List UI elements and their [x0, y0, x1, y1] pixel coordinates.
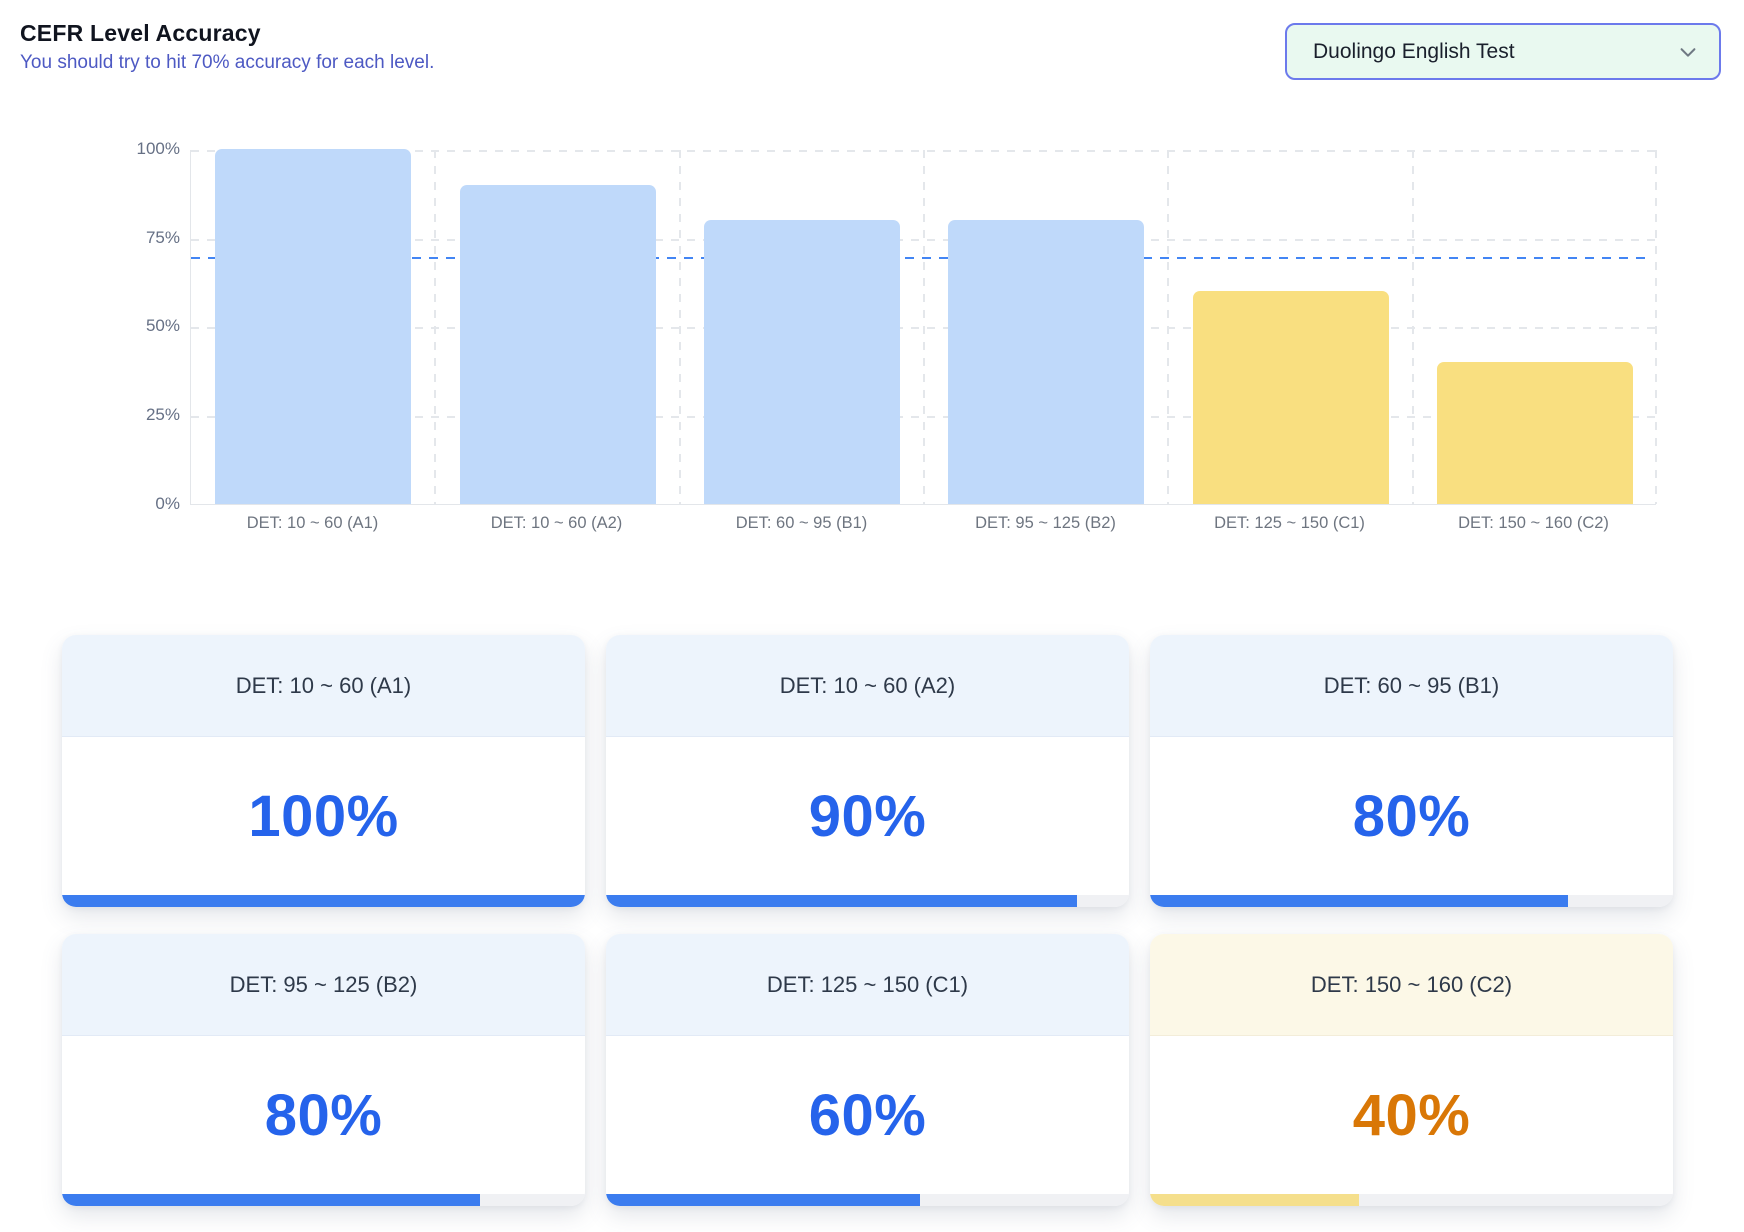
level-cards-grid: DET: 10 ~ 60 (A1) 100% DET: 10 ~ 60 (A2)…	[62, 635, 1673, 1206]
level-card-progress-fill	[606, 1194, 920, 1206]
chart-bar	[215, 149, 412, 504]
level-card-body: 100%	[62, 737, 585, 895]
chevron-down-icon	[1680, 47, 1696, 57]
level-card-progress	[606, 895, 1129, 907]
chart-bar	[948, 220, 1145, 504]
chart-bar	[459, 184, 656, 504]
level-card-header: DET: 10 ~ 60 (A2)	[606, 635, 1129, 737]
accuracy-bar-chart: 100% 75% 50% 25% 0% DET: 10 ~ 60 (A1) DE…	[0, 110, 1744, 550]
v-gridline	[1412, 150, 1414, 504]
chart-bar	[1192, 291, 1389, 504]
y-axis-tick: 100%	[136, 139, 180, 158]
chart-bar	[1436, 362, 1633, 504]
x-axis-label: DET: 10 ~ 60 (A1)	[246, 514, 379, 532]
x-axis-label: DET: 95 ~ 125 (B2)	[975, 514, 1116, 532]
level-card-body: 60%	[606, 1036, 1129, 1194]
level-card: DET: 150 ~ 160 (C2) 40%	[1150, 934, 1673, 1206]
level-card-value: 90%	[808, 783, 927, 849]
x-axis-label: DET: 10 ~ 60 (A2)	[490, 514, 623, 532]
level-card-value: 40%	[1352, 1082, 1471, 1148]
level-card-value: 100%	[248, 783, 399, 849]
level-card-progress-fill	[1150, 1194, 1360, 1206]
level-card-progress-fill	[62, 1194, 481, 1206]
level-card: DET: 95 ~ 125 (B2) 80%	[62, 934, 585, 1206]
page-subtitle: You should try to hit 70% accuracy for e…	[20, 52, 435, 73]
level-card-progress	[606, 1194, 1129, 1206]
chart-plot	[190, 149, 1657, 505]
test-selector-dropdown[interactable]: Duolingo English Test	[1285, 23, 1721, 80]
level-card: DET: 125 ~ 150 (C1) 60%	[606, 934, 1129, 1206]
level-card-progress	[62, 895, 585, 907]
level-card-header: DET: 95 ~ 125 (B2)	[62, 934, 585, 1036]
level-card-progress	[1150, 1194, 1673, 1206]
level-card-header: DET: 150 ~ 160 (C2)	[1150, 934, 1673, 1036]
v-gridline	[1655, 150, 1657, 504]
level-card: DET: 60 ~ 95 (B1) 80%	[1150, 635, 1673, 907]
v-gridline	[679, 150, 681, 504]
level-card-body: 40%	[1150, 1036, 1673, 1194]
level-card-progress-fill	[1150, 895, 1569, 907]
y-axis-tick: 25%	[145, 405, 180, 424]
level-card-value: 60%	[808, 1082, 927, 1148]
v-gridline	[923, 150, 925, 504]
level-card-header: DET: 60 ~ 95 (B1)	[1150, 635, 1673, 737]
level-card-body: 90%	[606, 737, 1129, 895]
level-card-progress-fill	[62, 895, 585, 907]
x-axis-label: DET: 60 ~ 95 (B1)	[735, 514, 868, 532]
v-gridline	[434, 150, 436, 504]
level-card-progress	[62, 1194, 585, 1206]
level-card: DET: 10 ~ 60 (A1) 100%	[62, 635, 585, 907]
y-axis-tick: 50%	[145, 316, 180, 335]
x-axis-label: DET: 125 ~ 150 (C1)	[1214, 514, 1365, 532]
level-card-progress	[1150, 895, 1673, 907]
x-axis-label: DET: 150 ~ 160 (C2)	[1458, 514, 1609, 532]
chart-bar	[703, 220, 900, 504]
level-card-header: DET: 125 ~ 150 (C1)	[606, 934, 1129, 1036]
y-axis-tick: 75%	[145, 228, 180, 247]
y-axis-tick: 0%	[155, 494, 180, 513]
level-card-progress-fill	[606, 895, 1077, 907]
level-card-value: 80%	[1352, 783, 1471, 849]
page-title: CEFR Level Accuracy	[20, 20, 261, 46]
level-card-body: 80%	[1150, 737, 1673, 895]
v-gridline	[1167, 150, 1169, 504]
level-card-header: DET: 10 ~ 60 (A1)	[62, 635, 585, 737]
test-selector-value: Duolingo English Test	[1313, 39, 1515, 63]
level-card-value: 80%	[264, 1082, 383, 1148]
level-card-body: 80%	[62, 1036, 585, 1194]
target-accuracy-line	[191, 256, 1651, 259]
level-card: DET: 10 ~ 60 (A2) 90%	[606, 635, 1129, 907]
